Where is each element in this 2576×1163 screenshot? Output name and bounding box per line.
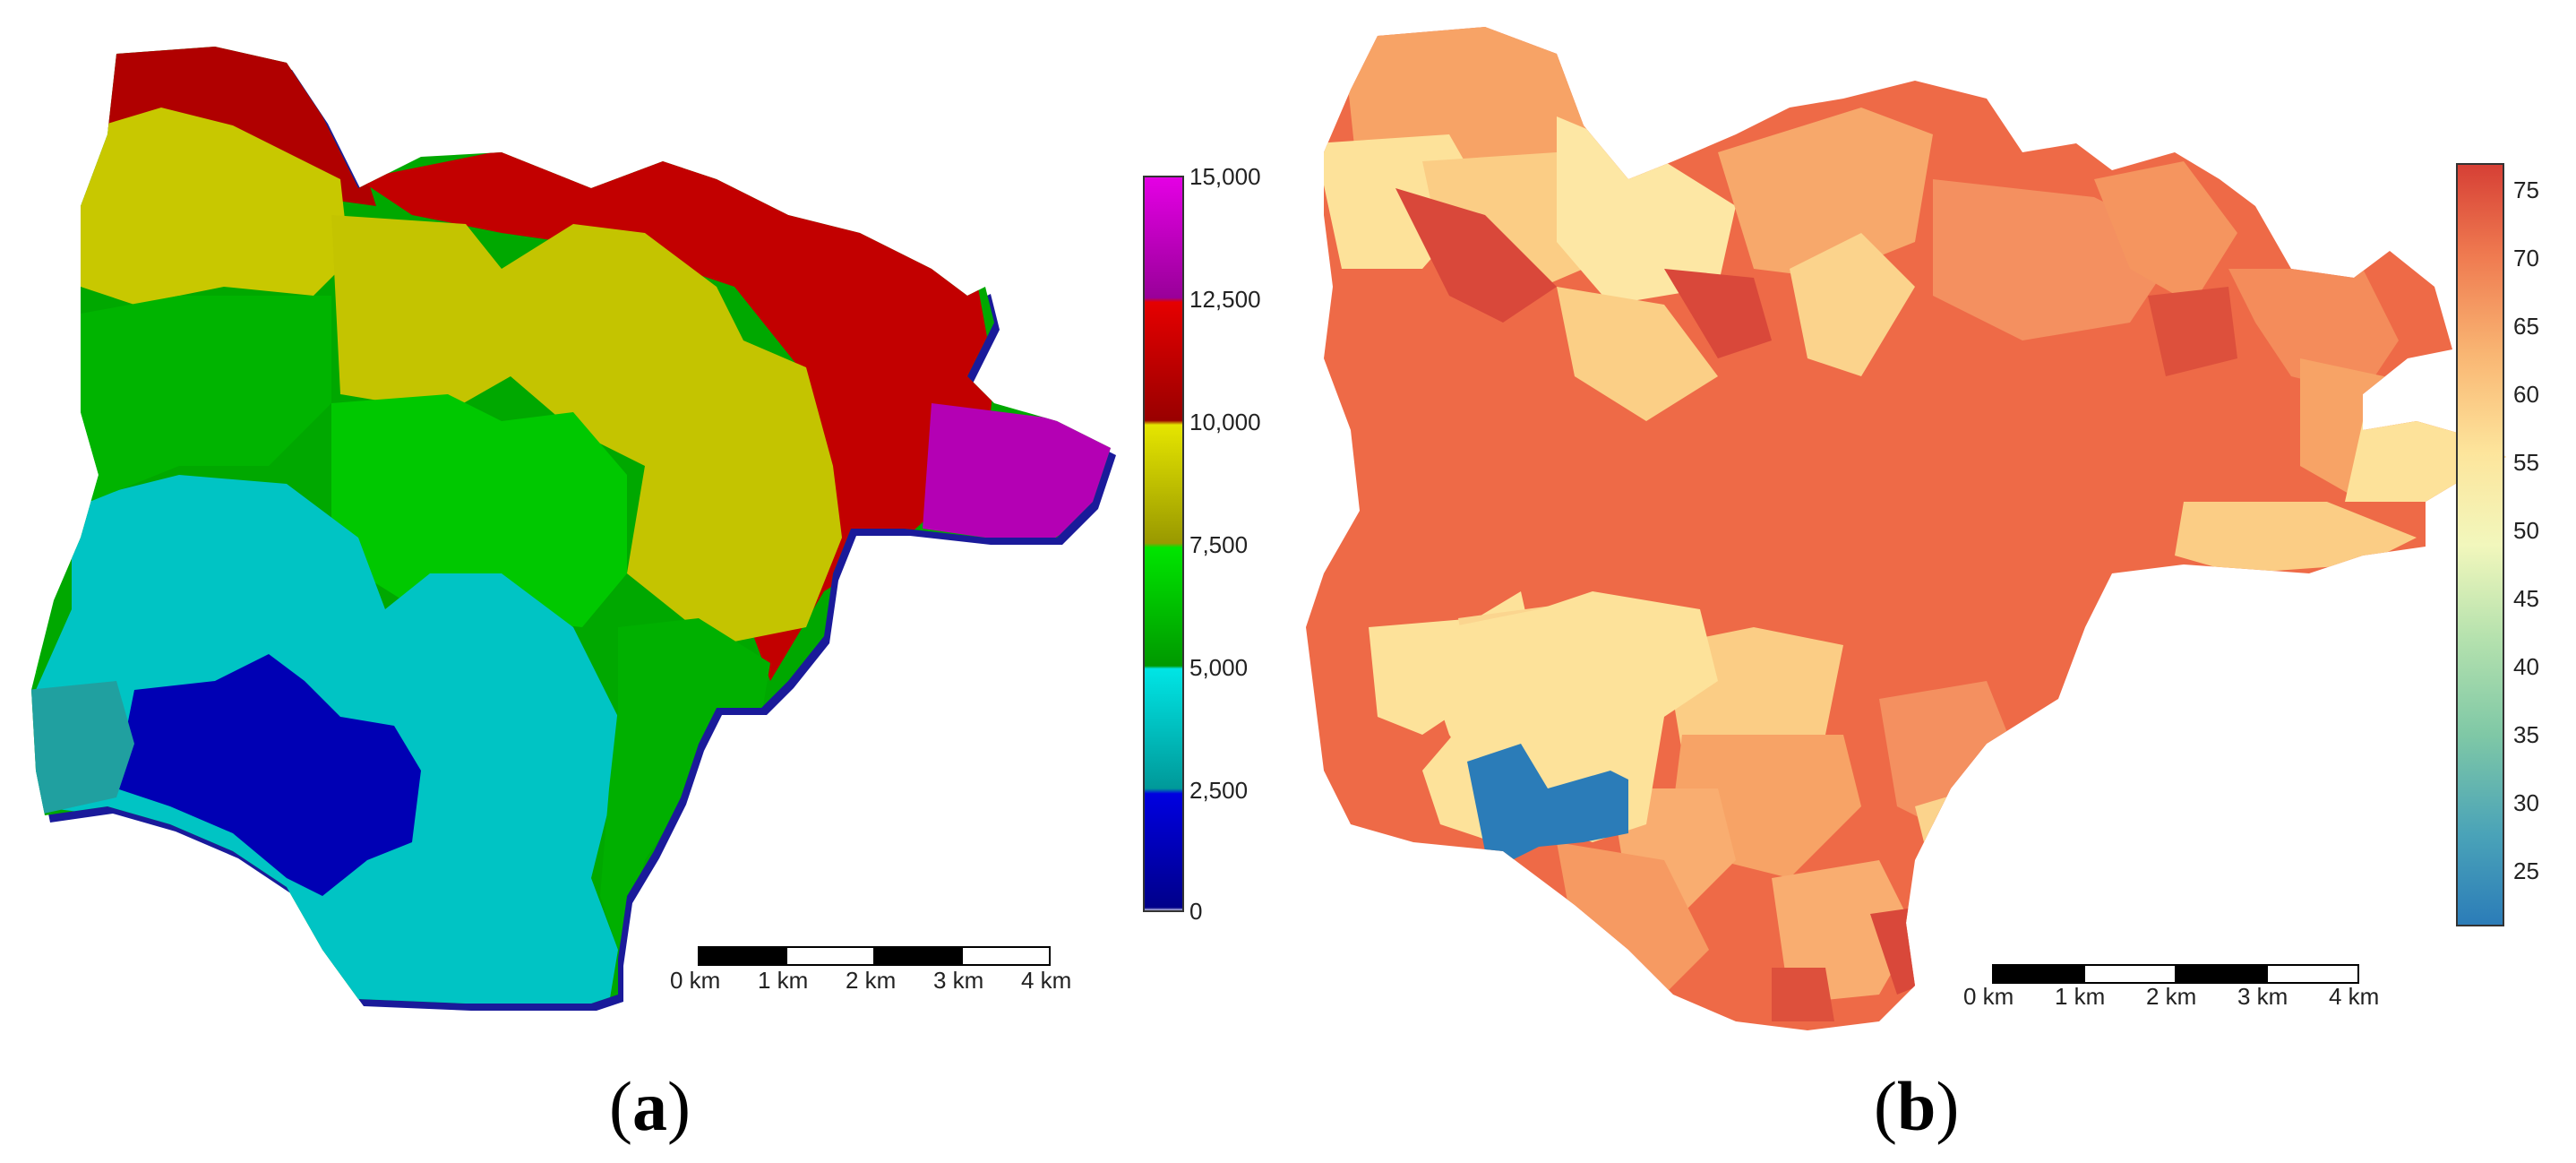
colorbar-b-tick: 35: [2513, 721, 2539, 748]
flow-zones-a: [31, 47, 1111, 1004]
colorbar-b-tick: 75: [2513, 177, 2539, 203]
scalebar-a: 0 km 1 km 2 km 3 km 4 km: [670, 946, 1071, 994]
scalebar-a-label: 1 km: [758, 967, 808, 994]
colorbar-b: 75 70 65 60 55 50 45 40 35 30 25: [2456, 163, 2539, 926]
panel-b: 75 70 65 60 55 50 45 40 35 30 25 0 km 1 …: [1288, 0, 2576, 1163]
colorbar-a: 15,000 12,500 10,000 7,500 5,000 2,500 0: [1143, 163, 1261, 925]
scalebar-b-label: 0 km: [1963, 983, 2014, 1010]
colorbar-a-tick: 10,000: [1189, 409, 1261, 435]
map-a: 15,000 12,500 10,000 7,500 5,000 2,500 0…: [31, 47, 1261, 1011]
map-b: 75 70 65 60 55 50 45 40 35 30 25 0 km 1 …: [1306, 27, 2539, 1030]
colorbar-a-tick: 2,500: [1189, 777, 1248, 804]
colorbar-a-tick: 15,000: [1189, 163, 1261, 190]
colorbar-a-tick: 7,500: [1189, 531, 1248, 558]
scalebar-b: 0 km 1 km 2 km 3 km 4 km: [1963, 964, 2379, 1010]
caption-b: (b): [1874, 1067, 1960, 1145]
scalebar-b-label: 4 km: [2329, 983, 2379, 1010]
scalebar-a-label: 0 km: [670, 967, 720, 994]
scalebar-b-label: 1 km: [2055, 983, 2105, 1010]
colorbar-b-tick: 30: [2513, 789, 2539, 816]
ccs-zones-b: [1306, 27, 2506, 1030]
colorbar-b-tick: 70: [2513, 245, 2539, 271]
scalebar-b-label: 3 km: [2237, 983, 2288, 1010]
scalebar-a-label: 3 km: [933, 967, 983, 994]
colorbar-b-tick: 65: [2513, 313, 2539, 340]
colorbar-a-tick: 0: [1189, 898, 1202, 925]
colorbar-b-tick: 60: [2513, 381, 2539, 408]
caption-a: (a): [609, 1067, 691, 1145]
colorbar-b-tick: 50: [2513, 517, 2539, 544]
scalebar-a-label: 2 km: [846, 967, 896, 994]
panel-a: 15,000 12,500 10,000 7,500 5,000 2,500 0…: [31, 47, 1261, 1145]
colorbar-a-tick: 12,500: [1189, 286, 1261, 313]
colorbar-b-tick: 40: [2513, 653, 2539, 680]
colorbar-a-tick: 5,000: [1189, 654, 1248, 681]
colorbar-b-tick: 55: [2513, 449, 2539, 476]
colorbar-b-tick: 45: [2513, 585, 2539, 612]
scalebar-b-label: 2 km: [2146, 983, 2196, 1010]
colorbar-b-tick: 25: [2513, 857, 2539, 884]
scalebar-a-label: 4 km: [1021, 967, 1071, 994]
